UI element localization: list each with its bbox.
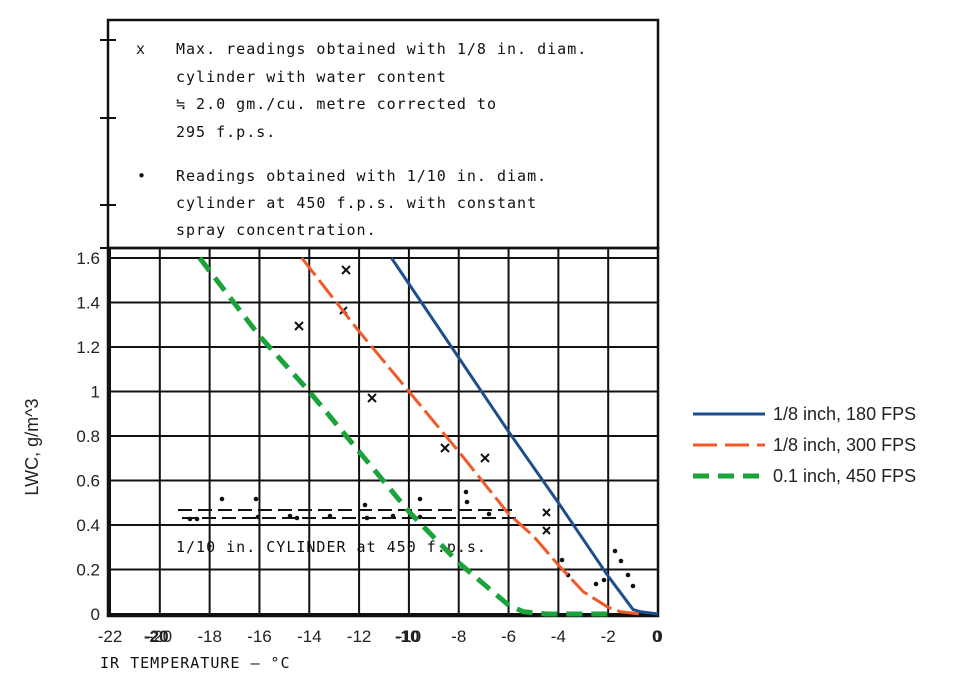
x-tick-label: -18 bbox=[197, 627, 222, 646]
note2-marker: • bbox=[137, 167, 147, 185]
x-tick-label: -22 bbox=[98, 627, 123, 646]
scan-dot bbox=[601, 577, 607, 583]
y-tick-label: 1.4 bbox=[76, 294, 100, 313]
scan-dot bbox=[390, 513, 396, 519]
legend-label-1: 1/8 inch, 180 FPS bbox=[773, 404, 916, 424]
series-layer bbox=[197, 256, 659, 617]
scan-dot bbox=[463, 489, 469, 495]
y-tick-label: 0.6 bbox=[76, 472, 100, 491]
band-label: 1/10 in. CYLINDER at 450 f.p.s. bbox=[176, 538, 487, 556]
left-frame-ticks bbox=[100, 39, 116, 249]
note2-line-2: cylinder at 450 f.p.s. with constant bbox=[176, 194, 537, 212]
x-tick-label: -14 bbox=[297, 627, 322, 646]
old-xtick-20: -20 bbox=[144, 627, 169, 646]
scan-dot bbox=[417, 514, 423, 520]
note1-marker: x bbox=[136, 40, 146, 58]
scanned-dot-markers bbox=[187, 489, 636, 589]
x-tick-label: -20 bbox=[148, 627, 173, 646]
y-tick-label: 0.8 bbox=[76, 427, 100, 446]
series-line-2 bbox=[300, 257, 641, 616]
scanned-figure: x Max. readings obtained with 1/8 in. di… bbox=[100, 18, 661, 672]
legend: 1/8 inch, 180 FPS 1/8 inch, 300 FPS 0.1 in… bbox=[693, 404, 916, 486]
old-xtick-0: 0 bbox=[652, 627, 661, 646]
note1-line-1: Max. readings obtained with 1/8 in. diam… bbox=[176, 40, 587, 58]
x-tick-label: -4 bbox=[551, 627, 566, 646]
legend-label-3: 0.1 inch, 450 FPS bbox=[773, 466, 916, 486]
scan-dot bbox=[593, 581, 599, 587]
scan-dot bbox=[559, 557, 565, 563]
note1-line-4: 295 f.p.s. bbox=[176, 123, 276, 141]
old-xlabel: IR TEMPERATURE — °C bbox=[100, 654, 291, 672]
scan-dot bbox=[618, 558, 624, 564]
scan-dot bbox=[327, 513, 333, 519]
note1-line-3: ≒ 2.0 gm./cu. metre corrected to bbox=[176, 95, 497, 113]
y-tick-label: 1.6 bbox=[76, 249, 100, 268]
band-dashed-line bbox=[178, 509, 520, 519]
y-tick-label: 0.4 bbox=[76, 516, 100, 535]
y-tick-label: 1.2 bbox=[76, 338, 100, 357]
scan-dot bbox=[486, 511, 492, 517]
y-tick-label: 0.2 bbox=[76, 561, 100, 580]
y-tick-label: 0 bbox=[91, 605, 100, 624]
note2-line-1: Readings obtained with 1/10 in. diam. bbox=[176, 167, 547, 185]
scan-dot bbox=[219, 496, 225, 502]
x-tick-label: -6 bbox=[501, 627, 516, 646]
scan-dot bbox=[625, 572, 631, 578]
scan-dot bbox=[464, 499, 470, 505]
note1-line-2: cylinder with water content bbox=[176, 68, 447, 86]
x-axis-ticks: -22 -20 -18 -16 -14 -12 -10 -8 -6 -4 -2 0 bbox=[98, 627, 663, 646]
y-tick-label: 1 bbox=[91, 383, 100, 402]
old-xtick-10: -10 bbox=[395, 627, 420, 646]
x-tick-label: -8 bbox=[451, 627, 466, 646]
scan-dot bbox=[362, 502, 368, 508]
series-line-3 bbox=[197, 256, 609, 617]
scan-dot bbox=[187, 516, 193, 522]
note2-line-3: spray concentration. bbox=[176, 221, 377, 239]
scan-dot bbox=[294, 515, 300, 521]
x-tick-label: -12 bbox=[347, 627, 372, 646]
scan-dot bbox=[364, 515, 370, 521]
x-tick-label: -16 bbox=[247, 627, 272, 646]
x-tick-label: -2 bbox=[601, 627, 616, 646]
grid-lines bbox=[108, 248, 659, 616]
x-tick-label: 0 bbox=[653, 627, 662, 646]
x-tick-label: -10 bbox=[397, 627, 422, 646]
legend-label-2: 1/8 inch, 300 FPS bbox=[773, 435, 916, 455]
scan-dot bbox=[417, 496, 423, 502]
y-axis-ticks: 0 0.2 0.4 0.6 0.8 1 1.2 1.4 1.6 bbox=[76, 249, 100, 624]
scan-dot bbox=[630, 583, 636, 589]
scan-dot bbox=[194, 516, 200, 522]
scan-dot bbox=[255, 514, 261, 520]
scan-dot bbox=[253, 496, 259, 502]
scan-dot bbox=[612, 548, 618, 554]
series-line-1 bbox=[390, 257, 659, 616]
scan-dot bbox=[287, 513, 293, 519]
y-axis-label: LWC, g/m^3 bbox=[22, 398, 42, 495]
